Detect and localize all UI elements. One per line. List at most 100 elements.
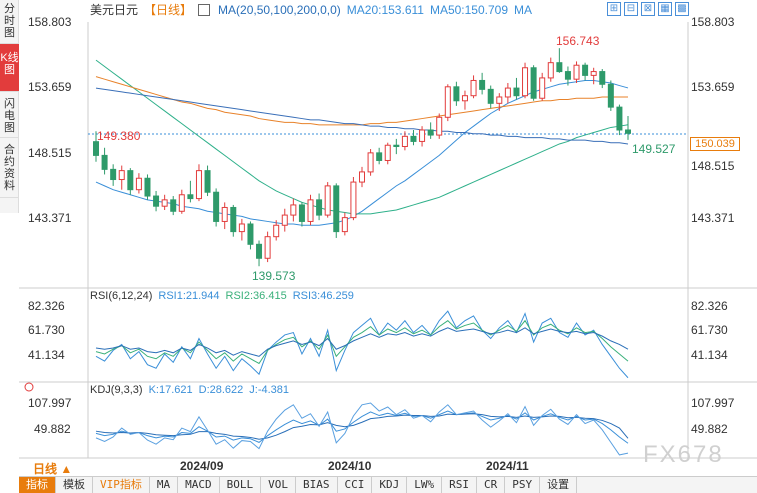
grid-icon[interactable]: ▦: [658, 2, 672, 16]
period-selector[interactable]: 日线 ▲: [33, 462, 73, 476]
rsi-tick-2: 61.730: [28, 323, 65, 337]
rsi2-value: RSI2:36.415: [225, 290, 287, 302]
kdj-tick-1: 107.997: [28, 396, 72, 410]
ma-settings-icon[interactable]: [198, 4, 211, 16]
candle-body: [401, 135, 408, 148]
rsi-params[interactable]: RSI(6,12,24): [90, 290, 153, 302]
indicator-tab[interactable]: RSI: [442, 477, 477, 493]
candle-body: [513, 87, 520, 97]
indicator-tab[interactable]: MA: [150, 477, 179, 493]
kdj-settings-icon: [24, 382, 34, 392]
candle-body: [238, 223, 245, 233]
reset-icon[interactable]: ⊠: [641, 2, 655, 16]
candle-body: [582, 64, 589, 76]
candle-body: [530, 67, 537, 99]
rsi-tick-1: 82.326: [28, 299, 65, 313]
indicator-tab[interactable]: BOLL: [220, 477, 262, 493]
candle-body: [496, 96, 503, 104]
high-price-label: 156.743: [556, 34, 600, 48]
candle-body: [573, 64, 580, 80]
rsi3-line: [95, 327, 629, 357]
candle-body: [307, 199, 314, 222]
candle-body: [230, 206, 237, 233]
candle-body: [101, 154, 108, 170]
indicator-tab[interactable]: KDJ: [372, 477, 408, 493]
kdj-tick-right-2: 49.882: [691, 422, 728, 436]
indicator-tab[interactable]: BIAS: [296, 477, 338, 493]
indicator-tab[interactable]: CCI: [338, 477, 373, 493]
side-tab-bar: 分时图 K线图 闪电图 合约资料: [0, 0, 19, 213]
candle-body: [127, 170, 134, 191]
rsi3-value: RSI3:46.259: [292, 290, 354, 302]
candle-body: [539, 77, 546, 99]
side-tab-timeshare[interactable]: 分时图: [0, 0, 19, 44]
ma50-line: [95, 59, 629, 215]
kdj-k-line: [95, 410, 629, 444]
candle-body: [547, 62, 554, 79]
kdj-k-value: K:17.621: [148, 384, 193, 396]
ma-extra-label: MA: [514, 3, 533, 17]
candle-body: [419, 129, 426, 142]
fullscreen-icon[interactable]: ▩: [675, 2, 689, 16]
candle-body: [625, 129, 631, 134]
side-tab-contract[interactable]: 合约资料: [0, 138, 19, 198]
candle-body: [461, 95, 468, 102]
candle-body: [144, 177, 151, 197]
chart-title-bar: 美元日元 【日线】 MA(20,50,100,200,0,0) MA20:153…: [90, 2, 532, 18]
indicator-tab[interactable]: LW%: [407, 477, 443, 493]
candle-body: [607, 83, 614, 108]
candle-body: [247, 223, 254, 245]
indicator-tab[interactable]: 设置: [540, 477, 578, 493]
symbol-name: 美元日元: [90, 3, 139, 17]
kdj-params[interactable]: KDJ(9,3,3): [90, 384, 143, 396]
candle-body: [333, 185, 340, 233]
candle-body: [522, 67, 529, 97]
candle-body: [564, 71, 571, 80]
price-tick-right-3: 148.515: [691, 159, 735, 173]
indicator-tab[interactable]: MACD: [178, 477, 220, 493]
indicator-tab[interactable]: CR: [477, 477, 506, 493]
candle-body: [487, 88, 494, 104]
indicator-tab[interactable]: VOL: [261, 477, 296, 493]
candle-body: [384, 144, 391, 161]
candle-body: [273, 224, 280, 238]
candle-body: [153, 195, 160, 207]
price-tick-4: 143.371: [28, 211, 72, 225]
candle-body: [350, 181, 357, 219]
price-tick-right-1: 158.803: [691, 15, 735, 29]
rsi-tick-3: 41.134: [28, 348, 65, 362]
ma-params[interactable]: MA(20,50,100,200,0,0): [218, 3, 341, 17]
indicator-tab[interactable]: 指标: [19, 477, 56, 493]
candle-body: [298, 204, 305, 222]
indicator-tab[interactable]: 模板: [56, 477, 93, 493]
candle-body: [453, 86, 460, 102]
zoom-out-icon[interactable]: ⊟: [624, 2, 638, 16]
candle-body: [256, 243, 263, 259]
candle-body: [504, 87, 511, 98]
candle-body: [187, 194, 194, 200]
period-label[interactable]: 【日线】: [144, 3, 193, 17]
zoom-in-icon[interactable]: ⊞: [607, 2, 621, 16]
side-tab-kline[interactable]: K线图: [0, 44, 19, 92]
candle-body: [118, 170, 125, 181]
candle-body: [590, 71, 597, 76]
side-tab-flash[interactable]: 闪电图: [0, 92, 19, 138]
candle-body: [195, 170, 202, 200]
candle-body: [470, 79, 477, 97]
indicator-tab[interactable]: PSY: [505, 477, 541, 493]
price-tick-1: 158.803: [28, 15, 72, 29]
rsi-tick-right-3: 41.134: [691, 348, 728, 362]
kdj-j-value: J:-4.381: [249, 384, 290, 396]
candle-body: [135, 177, 142, 191]
candle-body: [599, 71, 606, 85]
candle-body: [359, 171, 365, 183]
indicator-tab[interactable]: VIP指标: [93, 477, 150, 493]
candle-body: [324, 185, 331, 216]
candle-body: [393, 144, 400, 148]
ma100-line: [95, 76, 628, 126]
ma20-value: MA20:153.611: [346, 3, 424, 17]
price-tick-right-2: 153.659: [691, 80, 735, 94]
time-label-2: 2024/10: [328, 459, 372, 473]
